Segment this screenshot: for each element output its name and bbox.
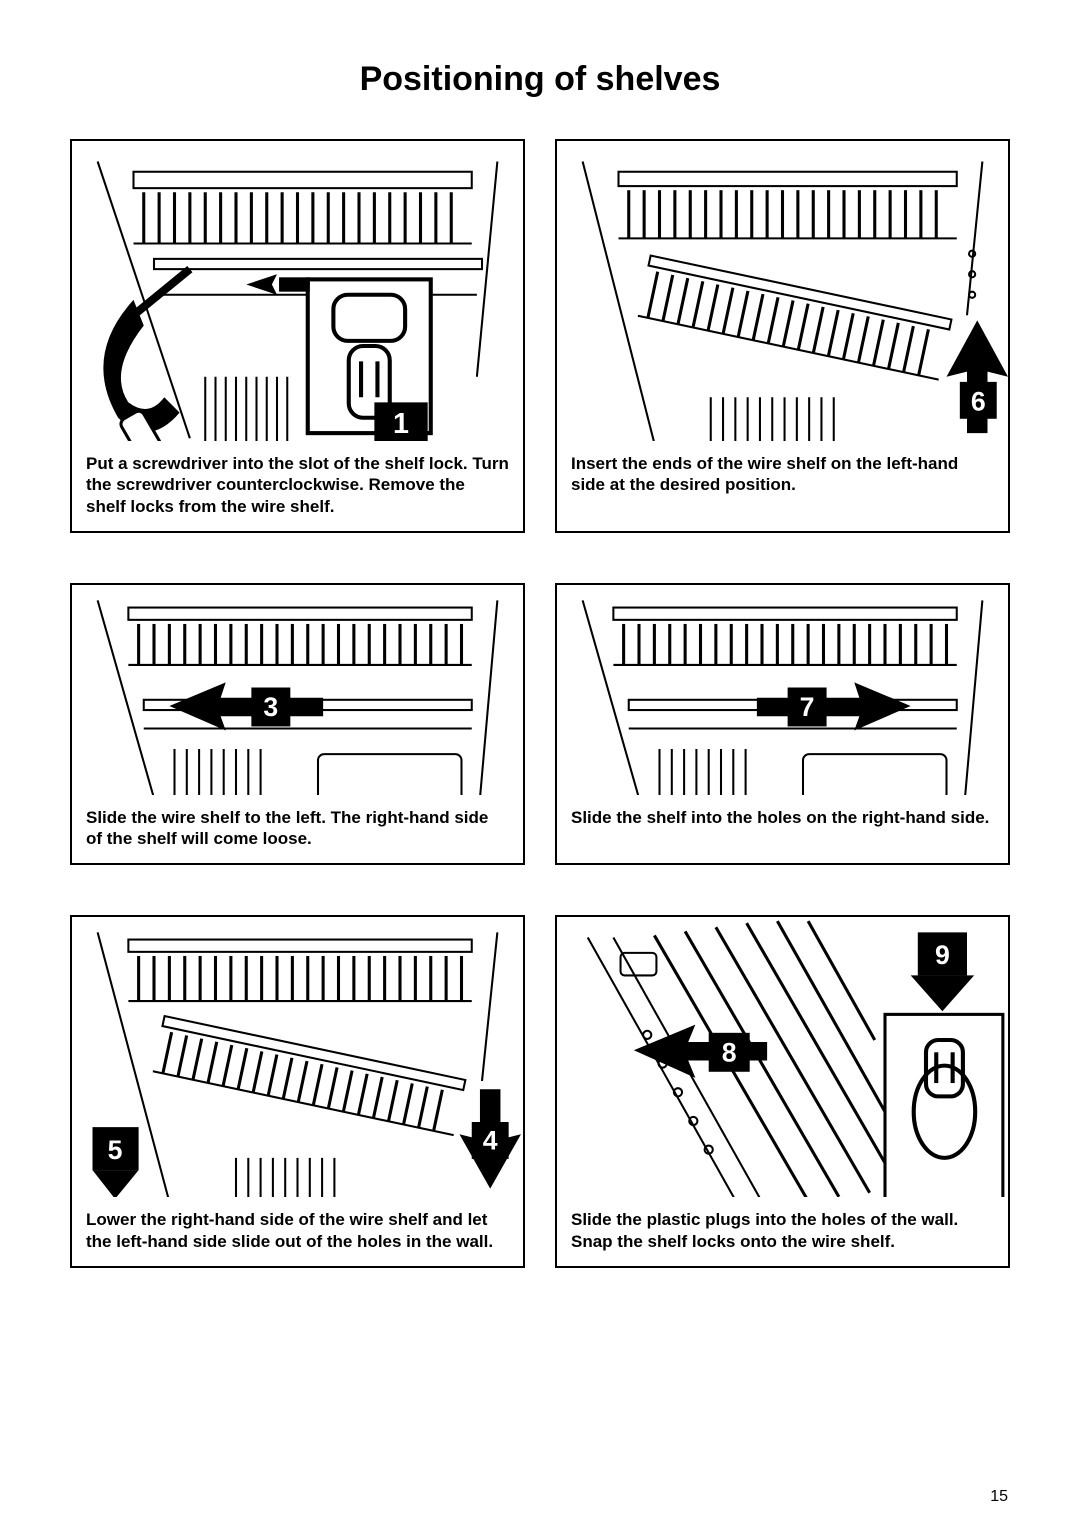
caption-step-1-2: Put a screwdriver into the slot of the s… bbox=[72, 453, 523, 517]
svg-step-8-9: 8 9 bbox=[557, 917, 1008, 1197]
step-number-1: 1 bbox=[393, 408, 409, 440]
step-number-3: 3 bbox=[263, 692, 278, 722]
caption-step-3: Slide the wire shelf to the left. The ri… bbox=[72, 807, 523, 850]
illustration-step-1-2: 1 2 bbox=[72, 141, 523, 441]
panel-step-4-5: 5 4 Lower the right-hand side of the wir… bbox=[70, 915, 525, 1268]
caption-step-8-9: Slide the plastic plugs into the holes o… bbox=[557, 1209, 1008, 1252]
illustration-step-4-5: 5 4 bbox=[72, 917, 523, 1197]
step-number-8: 8 bbox=[722, 1038, 737, 1068]
step-number-2: 2 bbox=[121, 358, 136, 388]
caption-step-7: Slide the shelf into the holes on the ri… bbox=[557, 807, 1008, 828]
step-number-4: 4 bbox=[483, 1126, 498, 1156]
panel-step-3: 3 Slide the wire shelf to the left. The … bbox=[70, 583, 525, 866]
page-number: 15 bbox=[990, 1488, 1008, 1506]
panel-step-7: 7 Slide the shelf into the holes on the … bbox=[555, 583, 1010, 866]
step-number-9: 9 bbox=[935, 940, 950, 970]
illustration-step-3: 3 bbox=[72, 585, 523, 795]
panel-step-6: 6 Insert the ends of the wire shelf on t… bbox=[555, 139, 1010, 533]
instruction-grid: 1 2 Put a screwdriver into the slot of t… bbox=[70, 139, 1010, 1268]
illustration-step-6: 6 bbox=[557, 141, 1008, 441]
step-number-7: 7 bbox=[800, 692, 815, 722]
caption-step-4-5: Lower the right-hand side of the wire sh… bbox=[72, 1209, 523, 1252]
page-title: Positioning of shelves bbox=[70, 60, 1010, 99]
illustration-step-7: 7 bbox=[557, 585, 1008, 795]
caption-step-6: Insert the ends of the wire shelf on the… bbox=[557, 453, 1008, 496]
illustration-step-8-9: 8 9 bbox=[557, 917, 1008, 1197]
step-number-6: 6 bbox=[971, 387, 986, 417]
svg-step-4-5: 5 4 bbox=[72, 917, 523, 1197]
step-number-5: 5 bbox=[108, 1135, 123, 1165]
svg-step-1-2: 1 2 bbox=[72, 141, 523, 441]
panel-step-1-2: 1 2 Put a screwdriver into the slot of t… bbox=[70, 139, 525, 533]
panel-step-8-9: 8 9 Slide the plastic plugs into the hol… bbox=[555, 915, 1010, 1268]
